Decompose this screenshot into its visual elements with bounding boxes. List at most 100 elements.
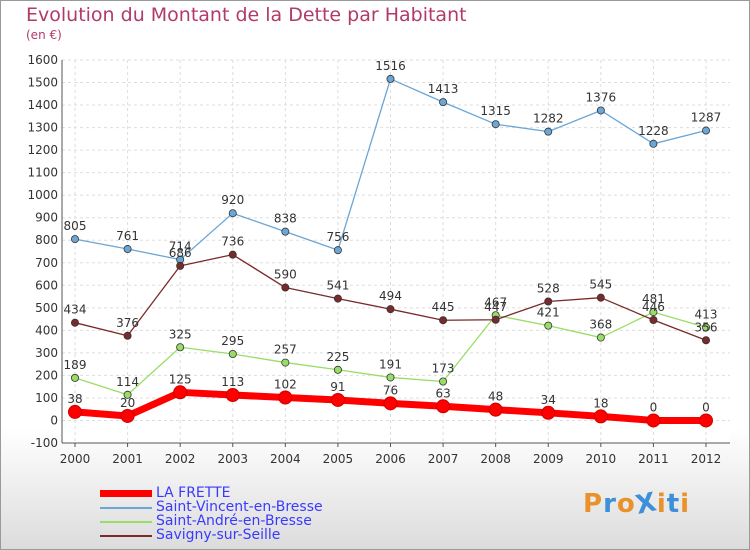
- data-label: 590: [274, 268, 297, 282]
- x-tick-label: 2000: [60, 452, 91, 466]
- data-point: [281, 227, 290, 236]
- chart-unit-label: (en €): [26, 28, 62, 42]
- data-point: [702, 126, 711, 135]
- data-point: [71, 373, 80, 382]
- data-point: [281, 358, 290, 367]
- plot-area: [62, 60, 730, 443]
- x-tick-label: 2005: [323, 452, 354, 466]
- data-label: 257: [274, 343, 297, 357]
- data-point: [649, 315, 658, 324]
- data-label: 0: [650, 400, 658, 414]
- data-point: [123, 390, 132, 399]
- data-label: 541: [326, 279, 349, 293]
- data-label: 102: [274, 377, 297, 391]
- data-point: [702, 323, 711, 332]
- proxiti-logo: ProXiti: [583, 487, 691, 521]
- data-point: [176, 261, 185, 270]
- data-label: 48: [488, 390, 503, 404]
- y-tick-label: -100: [31, 436, 58, 450]
- data-label: 756: [326, 230, 349, 244]
- data-point: [123, 245, 132, 254]
- data-point: [176, 343, 185, 352]
- data-label: 225: [326, 350, 349, 364]
- data-point: [225, 388, 240, 403]
- data-point: [228, 209, 237, 218]
- logo-letter: o: [616, 489, 636, 519]
- legend-swatch: [100, 535, 152, 537]
- data-label: 189: [64, 358, 87, 372]
- data-label: 805: [64, 219, 87, 233]
- data-point: [386, 74, 395, 83]
- y-tick-label: 700: [35, 256, 58, 270]
- data-label: 838: [274, 212, 297, 226]
- data-label: 76: [383, 383, 398, 397]
- data-label: 18: [593, 396, 608, 410]
- data-label: 1315: [480, 104, 511, 118]
- data-label: 481: [642, 292, 665, 306]
- data-point: [593, 409, 608, 424]
- data-label: 191: [379, 357, 402, 371]
- data-label: 445: [432, 300, 455, 314]
- y-tick-label: 1300: [27, 121, 58, 135]
- logo-letter: i: [656, 489, 667, 519]
- x-tick-label: 2012: [691, 452, 722, 466]
- data-label: 368: [589, 318, 612, 332]
- data-point: [646, 413, 661, 428]
- data-point: [596, 293, 605, 302]
- data-point: [699, 413, 713, 428]
- y-tick-label: 300: [35, 346, 58, 360]
- data-label: 295: [221, 334, 244, 348]
- data-label: 113: [221, 375, 244, 389]
- legend-label: Saint-Vincent-en-Bresse: [156, 499, 323, 515]
- x-tick-label: 2009: [533, 452, 564, 466]
- data-label: 125: [169, 372, 192, 386]
- data-label: 356: [695, 320, 718, 334]
- data-point: [439, 98, 448, 107]
- y-tick-label: 1200: [27, 143, 58, 157]
- data-point: [278, 390, 293, 405]
- data-point: [123, 331, 132, 340]
- data-label: 91: [330, 380, 345, 394]
- logo-letter: X: [632, 487, 660, 521]
- y-tick-label: 200: [35, 368, 58, 382]
- data-point: [491, 315, 500, 324]
- x-tick-label: 2002: [165, 452, 196, 466]
- data-point: [649, 139, 658, 148]
- y-tick-label: 400: [35, 323, 58, 337]
- data-point: [488, 402, 503, 417]
- data-label: 714: [169, 240, 192, 254]
- data-label: 736: [221, 235, 244, 249]
- data-point: [596, 333, 605, 342]
- data-point: [702, 336, 711, 345]
- data-label: 1516: [375, 59, 406, 73]
- data-label: 173: [432, 361, 455, 375]
- data-label: 447: [484, 300, 507, 314]
- data-label: 467: [484, 295, 507, 309]
- y-tick-label: 1500: [27, 76, 58, 90]
- data-label: 494: [379, 289, 402, 303]
- data-label: 528: [537, 282, 560, 296]
- data-label: 920: [221, 193, 244, 207]
- logo-letter: t: [666, 489, 681, 519]
- y-tick-label: 1000: [27, 188, 58, 202]
- data-point: [439, 316, 448, 325]
- chart-title: Evolution du Montant de la Dette par Hab…: [26, 4, 467, 26]
- logo-letter: i: [680, 489, 691, 519]
- data-point: [649, 308, 658, 317]
- data-label: 0: [702, 400, 710, 414]
- data-point: [71, 235, 80, 244]
- data-label: 413: [695, 307, 718, 321]
- y-tick-label: 900: [35, 211, 58, 225]
- data-point: [386, 373, 395, 382]
- x-tick-label: 2006: [375, 452, 406, 466]
- data-point: [333, 365, 342, 374]
- data-point: [544, 321, 553, 330]
- data-point: [333, 246, 342, 255]
- data-label: 1376: [586, 90, 617, 104]
- data-point: [330, 392, 345, 407]
- data-label: 34: [541, 393, 556, 407]
- y-tick-label: 1100: [27, 166, 58, 180]
- y-tick-label: 800: [35, 233, 58, 247]
- data-label: 761: [116, 229, 139, 243]
- data-point: [173, 385, 188, 400]
